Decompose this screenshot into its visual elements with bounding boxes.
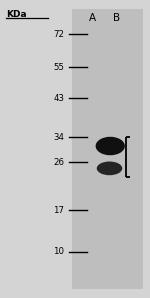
Text: B: B (113, 13, 120, 24)
Text: KDa: KDa (6, 10, 27, 19)
Ellipse shape (97, 162, 122, 175)
Text: 10: 10 (54, 247, 64, 256)
Text: 55: 55 (54, 63, 64, 72)
Text: 72: 72 (54, 30, 64, 39)
Text: 43: 43 (54, 94, 64, 103)
Ellipse shape (96, 137, 125, 155)
Text: A: A (89, 13, 96, 24)
Text: 26: 26 (54, 158, 64, 167)
Text: 34: 34 (54, 133, 64, 142)
Bar (72, 9, 142, 289)
Text: 17: 17 (54, 206, 64, 215)
